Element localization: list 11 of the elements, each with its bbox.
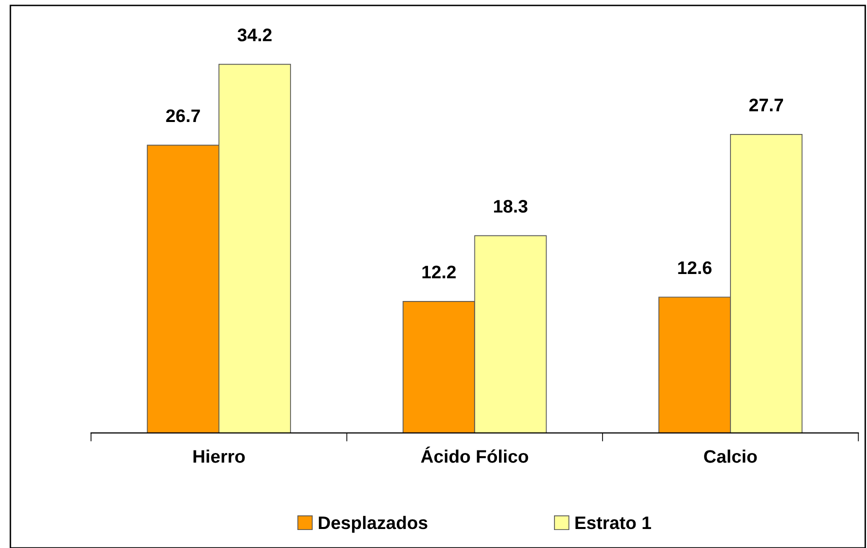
data-label: 18.3 <box>494 200 528 213</box>
x-tick-label: Ácido Fólico <box>420 446 528 463</box>
data-label: 12.2 <box>422 266 456 278</box>
legend-label: Desplazados <box>318 516 428 533</box>
data-label: 26.7 <box>166 109 200 122</box>
x-tick-label: Calcio <box>704 450 757 463</box>
x-tick-label: Hierro <box>194 450 245 463</box>
data-label: 27.7 <box>749 98 784 112</box>
data-label: 12.6 <box>678 261 712 274</box>
legend-label: Estrato 1 <box>576 516 652 530</box>
data-label: 34.2 <box>238 28 272 42</box>
